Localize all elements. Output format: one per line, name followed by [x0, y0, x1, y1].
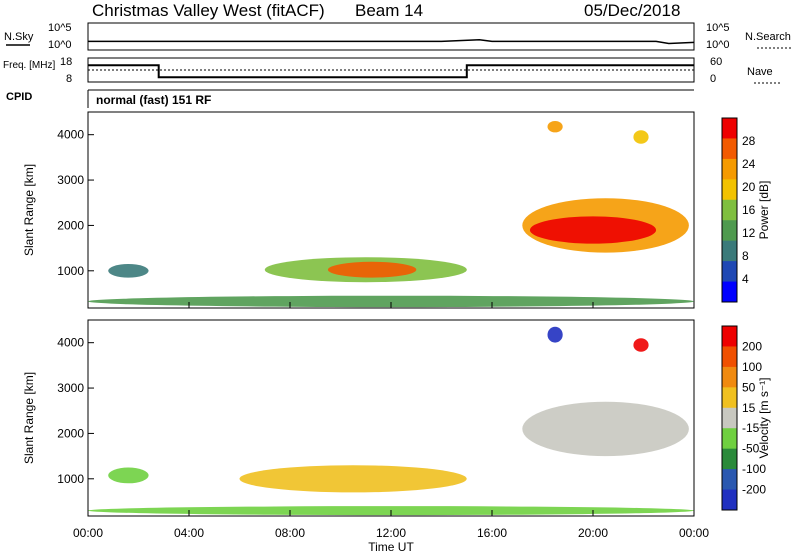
velocity-colorbar-cell-0 — [722, 326, 737, 347]
power-colorbar-tick-1: 24 — [742, 157, 756, 171]
velocity-colorbar-cell-5 — [722, 428, 737, 450]
power-ytick-label-0: 4000 — [57, 128, 84, 142]
noise-rtick-bottom: 10^0 — [706, 39, 730, 51]
power-colorbar-cell-5 — [722, 220, 737, 242]
velocity-region-0 — [108, 467, 149, 484]
power-ytick-label-2: 2000 — [57, 218, 84, 232]
velocity-colorbar-frame — [721, 325, 738, 511]
velocity-ylabel: Slant Range [km] — [22, 372, 36, 464]
freq-left-label: Freq. [MHz] — [3, 60, 55, 71]
power-colorbar-tick-5: 8 — [742, 249, 749, 263]
power-region-6 — [547, 121, 563, 133]
power-colorbar-cell-7 — [722, 261, 737, 283]
velocity-colorbar-cell-6 — [722, 448, 737, 470]
velocity-colorbar-label: Velocity [m s⁻¹] — [757, 377, 771, 458]
velocity-region-5 — [633, 338, 649, 352]
power-colorbar-cell-2 — [722, 158, 737, 180]
velocity-ytick-label-1: 3000 — [57, 381, 84, 395]
noise-ytick-bottom: 10^0 — [48, 39, 72, 51]
xtick-label-3: 12:00 — [376, 526, 406, 540]
xtick-label-5: 20:00 — [578, 526, 608, 540]
noise-left-label: N.Sky — [4, 31, 34, 43]
power-colorbar-cell-0 — [722, 118, 737, 139]
velocity-region-4 — [547, 326, 563, 343]
velocity-colorbar-tick-7: -200 — [742, 483, 766, 497]
power-region-3 — [88, 295, 694, 308]
freq-ytick-top: 18 — [60, 56, 72, 68]
power-colorbar-cell-6 — [722, 240, 737, 262]
power-ytick-label-1: 3000 — [57, 173, 84, 187]
power-colorbar-cell-3 — [722, 179, 737, 201]
velocity-colorbar-tick-3: 15 — [742, 401, 756, 415]
velocity-colorbar-cell-4 — [722, 407, 737, 429]
nave-rtick-bottom: 0 — [710, 73, 716, 85]
power-colorbar-tick-2: 20 — [742, 180, 756, 194]
velocity-ytick-label-2: 2000 — [57, 426, 84, 440]
cpid-value: normal (fast) 151 RF — [96, 93, 211, 107]
noise-right-label: N.Search — [745, 31, 791, 43]
velocity-region-3 — [522, 401, 689, 457]
power-region-0 — [108, 264, 149, 278]
noise-sky-line — [88, 38, 695, 45]
velocity-colorbar-tick-2: 50 — [742, 380, 756, 394]
frequency-line — [88, 64, 694, 79]
velocity-colorbar-cell-2 — [722, 366, 737, 388]
velocity-colorbar-tick-4: -15 — [742, 421, 760, 435]
power-ytick-label-3: 1000 — [57, 264, 84, 278]
power-ylabel: Slant Range [km] — [22, 164, 36, 256]
power-colorbar-cell-8 — [722, 281, 737, 303]
power-region-2 — [327, 261, 417, 278]
velocity-colorbar-tick-0: 200 — [742, 339, 762, 353]
velocity-colorbar-cell-3 — [722, 387, 737, 409]
noise-panel-frame — [87, 22, 695, 51]
power-colorbar-label: Power [dB] — [757, 181, 771, 240]
cpid-label: CPID — [6, 91, 32, 103]
velocity-colorbar-cell-8 — [722, 489, 737, 511]
velocity-colorbar-tick-1: 100 — [742, 360, 762, 374]
velocity-ytick-label-0: 4000 — [57, 336, 84, 350]
xtick-label-2: 08:00 — [275, 526, 305, 540]
power-region-5 — [529, 216, 657, 244]
xtick-label-4: 16:00 — [477, 526, 507, 540]
power-colorbar-frame — [721, 117, 738, 303]
velocity-colorbar-tick-5: -50 — [742, 442, 760, 456]
noise-ytick-top: 10^5 — [48, 22, 72, 34]
power-colorbar-tick-3: 16 — [742, 203, 756, 217]
nave-rtick-top: 60 — [710, 56, 722, 68]
velocity-colorbar-tick-6: -100 — [742, 462, 766, 476]
station-title: Christmas Valley West (fitACF) — [92, 1, 325, 20]
power-colorbar-cell-1 — [722, 138, 737, 160]
velocity-colorbar-cell-7 — [722, 469, 737, 491]
time-axis-label: Time UT — [368, 540, 414, 554]
velocity-colorbar-cell-1 — [722, 346, 737, 368]
date-title: 05/Dec/2018 — [584, 1, 680, 20]
xtick-label-6: 00:00 — [679, 526, 709, 540]
power-colorbar-tick-6: 4 — [742, 272, 749, 286]
beam-title: Beam 14 — [355, 1, 423, 20]
nave-label: Nave — [747, 66, 773, 78]
noise-rtick-top: 10^5 — [706, 22, 730, 34]
power-colorbar-tick-0: 28 — [742, 134, 756, 148]
power-region-7 — [633, 130, 649, 144]
power-colorbar-cell-4 — [722, 199, 737, 221]
xtick-label-0: 00:00 — [73, 526, 103, 540]
freq-ytick-bottom: 8 — [66, 73, 72, 85]
freq-panel-frame — [87, 57, 695, 83]
velocity-ytick-label-3: 1000 — [57, 472, 84, 486]
velocity-region-1 — [239, 465, 467, 493]
xtick-label-1: 04:00 — [174, 526, 204, 540]
power-colorbar-tick-4: 12 — [742, 226, 756, 240]
